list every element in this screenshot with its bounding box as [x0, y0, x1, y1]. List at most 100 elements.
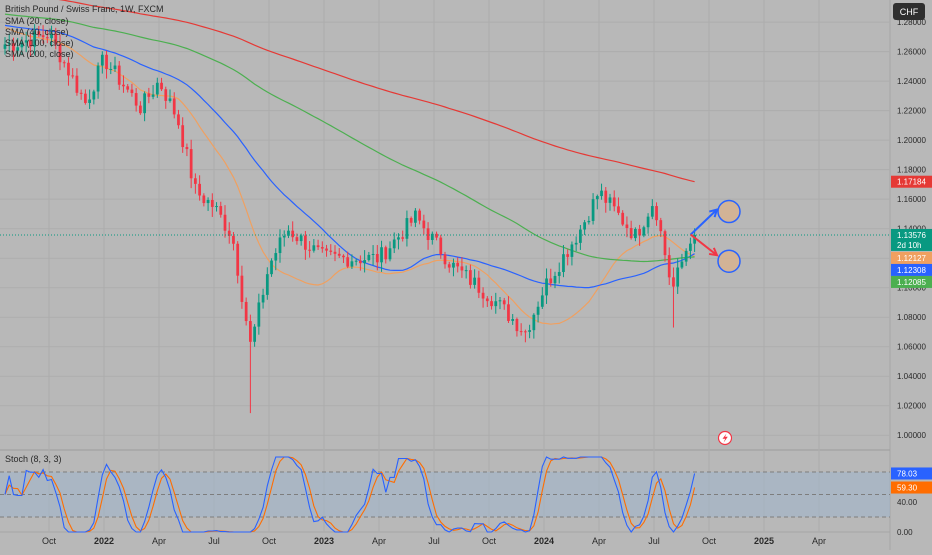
x-tick-label: Apr — [372, 536, 386, 546]
candle-body — [223, 214, 227, 231]
candle-body — [680, 261, 684, 268]
y-tick-label: 1.18000 — [897, 166, 926, 175]
candle-body — [198, 183, 201, 196]
candle-body — [113, 65, 117, 69]
candle-body — [37, 31, 41, 36]
candle-body — [249, 321, 252, 342]
candle-body — [143, 93, 146, 114]
y-tick-label: 1.22000 — [897, 107, 926, 116]
target-circle — [717, 249, 741, 273]
candle-body — [604, 190, 608, 203]
candle-body — [227, 230, 231, 236]
candle-body — [219, 206, 223, 215]
candle-body — [155, 82, 159, 95]
candle-body — [151, 94, 155, 97]
y-tick-label: 1.10000 — [897, 284, 926, 293]
lightning-icon[interactable] — [717, 430, 733, 446]
candle-body — [625, 224, 629, 228]
candle-body — [202, 195, 206, 204]
candle-body — [629, 227, 633, 239]
moving-averages — [4, 0, 695, 325]
projection-annotations[interactable] — [689, 199, 741, 273]
price-badge — [891, 175, 932, 188]
y-tick-label: 1.06000 — [897, 343, 926, 352]
candle-body — [663, 231, 667, 256]
candle-body — [634, 228, 637, 239]
candle-body — [617, 206, 620, 213]
price-badge-value: 1.12308 — [897, 266, 926, 275]
price-badge-value: 1.17184 — [897, 178, 926, 187]
stochastic-pane — [0, 456, 890, 533]
candle-body — [282, 235, 286, 238]
candle-body — [485, 298, 489, 302]
x-tick-label: Oct — [702, 536, 717, 546]
candle-body — [540, 295, 544, 307]
candle-body — [206, 199, 210, 204]
candle-body — [117, 65, 121, 85]
candle-body — [595, 196, 599, 200]
arrow-down-shaft — [690, 233, 718, 257]
candles — [3, 24, 696, 414]
arrow-up-head — [709, 208, 719, 218]
candle-body — [20, 42, 24, 48]
candle-body — [244, 301, 248, 322]
x-tick-label: 2024 — [534, 536, 554, 546]
candle-body — [498, 300, 502, 302]
stoch-tick-label: 0.00 — [897, 528, 913, 537]
candle-body — [384, 247, 388, 260]
candle-body — [435, 233, 438, 238]
price-badge-countdown: 2d 10h — [897, 241, 921, 250]
candle-body — [257, 302, 261, 327]
candle-body — [270, 260, 273, 275]
y-tick-label: 1.20000 — [897, 136, 926, 145]
price-badge — [891, 228, 932, 251]
candle-body — [452, 262, 455, 268]
candle-body — [130, 89, 134, 94]
currency-label: CHF — [900, 7, 919, 17]
candle-body — [591, 199, 595, 221]
candle-body — [75, 75, 79, 93]
price-badge — [891, 251, 932, 264]
x-tick-label: Apr — [592, 536, 606, 546]
candle-body — [62, 62, 66, 64]
candle-body — [41, 35, 45, 38]
candle-body — [134, 93, 138, 106]
candle-body — [650, 206, 654, 217]
candle-body — [304, 235, 307, 250]
candle-body — [469, 270, 472, 285]
currency-button[interactable]: CHF — [893, 3, 925, 20]
candle-body — [460, 266, 464, 271]
candle-body — [181, 125, 185, 148]
candle-body — [667, 255, 671, 278]
arrow-down-head — [708, 247, 719, 257]
candle-body — [515, 319, 519, 332]
arrow-up-shaft — [689, 208, 718, 236]
candle-body — [215, 206, 218, 208]
symbol-title: British Pound / Swiss Franc, 1W, FXCM — [5, 4, 164, 14]
candle-body — [583, 222, 586, 230]
candle-body — [422, 220, 426, 229]
candle-body — [490, 301, 493, 307]
candle-body — [587, 220, 591, 223]
candle-body — [126, 86, 130, 90]
x-tick-label: Oct — [262, 536, 277, 546]
candle-body — [689, 243, 692, 251]
price-badge — [891, 263, 932, 276]
candle-body — [570, 244, 574, 257]
candle-body — [456, 262, 460, 267]
candle-body — [477, 277, 481, 293]
candle-body — [337, 253, 341, 256]
candle-body — [312, 245, 316, 251]
candle-body — [511, 319, 515, 321]
stoch-k-line — [4, 456, 696, 533]
candle-body — [684, 250, 688, 262]
candle-body — [409, 218, 413, 223]
target-circle — [717, 199, 741, 224]
time-axis[interactable]: Oct 2022 Apr Jul Oct 2023 Apr Jul Oct 2024 Apr Jul O… — [42, 536, 826, 546]
candle-body — [532, 314, 536, 331]
candle-body — [545, 278, 548, 296]
candle-body — [164, 89, 168, 101]
